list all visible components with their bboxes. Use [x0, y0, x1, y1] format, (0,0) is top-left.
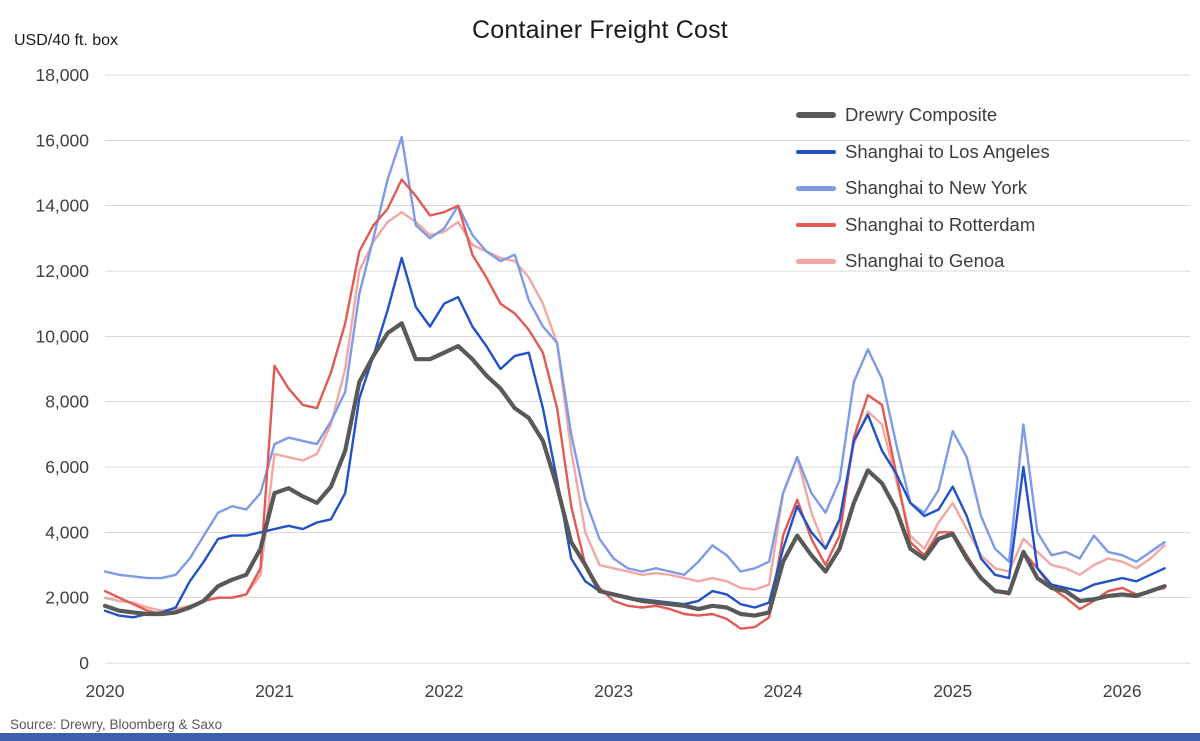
legend-swatch	[796, 112, 836, 119]
x-tick-label: 2024	[764, 681, 803, 701]
series-lines	[102, 135, 1167, 630]
legend-label: Shanghai to Rotterdam	[845, 213, 1036, 235]
series-line-drewry-composite	[102, 321, 1167, 618]
y-tick-label: 2,000	[45, 588, 89, 608]
x-tick-label: 2022	[425, 681, 464, 701]
y-tick-label: 14,000	[35, 196, 89, 216]
source-note: Source: Drewry, Bloomberg & Saxo	[10, 717, 223, 732]
legend-label: Shanghai to Genoa	[845, 250, 1005, 272]
x-tick-label: 2025	[933, 681, 972, 701]
legend-item: Shanghai to New York	[796, 170, 1050, 207]
legend-swatch	[796, 149, 836, 154]
y-tick-label: 0	[79, 653, 89, 673]
gridlines	[105, 74, 1190, 664]
legend-item: Shanghai to Genoa	[796, 243, 1050, 280]
y-tick-label: 10,000	[35, 326, 89, 346]
legend-item: Shanghai to Los Angeles	[796, 134, 1050, 171]
y-tick-label: 4,000	[45, 522, 89, 542]
legend-item: Drewry Composite	[796, 97, 1050, 134]
x-tick-label: 2026	[1103, 681, 1142, 701]
x-tick-label: 2021	[255, 681, 294, 701]
x-tick-label: 2023	[594, 681, 633, 701]
legend-swatch	[796, 186, 836, 191]
y-tick-labels: 0 2,000 4,000 6,000 8,000 10,000 12,000 14,000 1…	[35, 65, 89, 673]
series-line-shanghai-to-new-york	[103, 135, 1166, 580]
legend-swatch	[796, 222, 836, 227]
x-tick-labels: 2020 2021 2022 2023 2024 2025 2026	[86, 681, 1142, 701]
y-tick-label: 6,000	[45, 457, 89, 477]
chart-title: Container Freight Cost	[472, 16, 728, 44]
y-tick-label: 8,000	[45, 392, 89, 412]
legend-item: Shanghai to Rotterdam	[796, 207, 1050, 244]
legend-label: Shanghai to New York	[845, 177, 1028, 199]
y-axis-unit-label: USD/40 ft. box	[14, 32, 119, 49]
legend-swatch	[796, 259, 836, 264]
y-tick-label: 16,000	[35, 130, 89, 150]
legend-label: Shanghai to Los Angeles	[845, 140, 1050, 162]
footer-accent-bar	[0, 733, 1200, 741]
series-line-shanghai-to-genoa	[103, 210, 1166, 612]
legend: Drewry Composite Shanghai to Los Angeles S…	[796, 97, 1050, 280]
series-line-shanghai-to-los-angeles	[103, 256, 1166, 619]
y-tick-label: 18,000	[35, 65, 89, 85]
x-tick-label: 2020	[86, 681, 125, 701]
legend-label: Drewry Composite	[845, 104, 998, 126]
y-tick-label: 12,000	[35, 261, 89, 281]
